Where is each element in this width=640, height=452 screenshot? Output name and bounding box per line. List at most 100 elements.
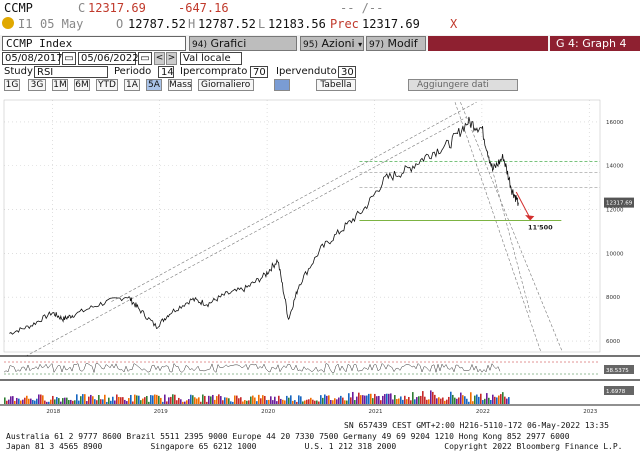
volume-bar [150, 395, 152, 404]
range-1m-button[interactable]: 1M [52, 79, 68, 91]
volume-bar [410, 400, 412, 404]
rsi-line [3, 362, 501, 374]
volume-bar [388, 393, 390, 404]
range-ytd-button[interactable]: YTD [96, 79, 118, 91]
volume-bar [436, 398, 438, 404]
volume-bar [288, 397, 290, 404]
volume-bar [158, 395, 160, 404]
volume-bar [92, 396, 94, 404]
date-from-field[interactable]: 05/08/2017 [2, 52, 63, 65]
volume-bar [480, 393, 482, 404]
edit-menu-button[interactable]: 97) Modif [366, 36, 426, 51]
volume-bar [448, 396, 450, 404]
range-3g-button[interactable]: 3G [28, 79, 46, 91]
oversold-field[interactable]: 30 [338, 66, 356, 78]
price-chart[interactable]: 11'500 16000 14000 12000 10000 8000 6000 12317… [0, 94, 640, 416]
volume-bar [482, 400, 484, 404]
volume-bar [222, 400, 224, 404]
volume-bar [348, 393, 350, 404]
volume-bar [100, 399, 102, 404]
volume-bar [372, 398, 374, 404]
x-tick-label: 2020 [261, 409, 275, 415]
volume-bar [164, 394, 166, 404]
volume-bar [320, 395, 322, 404]
calendar-icon-2[interactable]: ▭ [138, 52, 152, 65]
volume-bar [230, 401, 232, 404]
volume-bar [360, 395, 362, 404]
prev-button[interactable]: < [154, 52, 165, 65]
next-button[interactable]: > [166, 52, 177, 65]
volume-bar [208, 395, 210, 404]
chart-grid [4, 100, 600, 352]
info-icon[interactable] [2, 17, 14, 29]
volume-bar [112, 396, 114, 404]
close-x-icon[interactable]: X [450, 17, 458, 31]
volume-bar [332, 400, 334, 404]
volume-bar [358, 392, 360, 404]
volume-bar [40, 394, 42, 404]
volume-bar [354, 400, 356, 404]
actions-menu-button[interactable]: 95) Azioni ▾ [300, 36, 364, 51]
graph-tab[interactable]: G 4: Graph 4 [550, 36, 640, 51]
chart-type-icon[interactable] [274, 79, 290, 91]
volume-bar [420, 395, 422, 404]
menu3-label: Modif [387, 37, 418, 50]
volume-bar [338, 397, 340, 404]
volume-bar [422, 391, 424, 404]
period-field[interactable]: 14 [158, 66, 174, 78]
volume-bar [260, 398, 262, 404]
volume-bar [256, 401, 258, 404]
arrow-head [525, 215, 535, 221]
volume-bar [210, 396, 212, 404]
currency-select[interactable]: Val locale [180, 52, 242, 65]
target-arrow: 11'500 [515, 191, 553, 232]
volume-bar [160, 397, 162, 404]
rsi-value-box [604, 365, 634, 374]
volume-bar [310, 397, 312, 404]
study-select[interactable]: RSI [34, 66, 108, 78]
range-6m-button[interactable]: 6M [74, 79, 90, 91]
volume-bar [452, 394, 454, 404]
volume-bar [198, 397, 200, 404]
volume-bar [46, 401, 48, 404]
volume-bar [114, 400, 116, 404]
volume-bar [118, 396, 120, 404]
volume-bar [232, 401, 234, 404]
volume-bar [22, 399, 24, 404]
volume-bar [34, 400, 36, 404]
calendar-icon[interactable]: ▭ [62, 52, 76, 65]
volume-bar [446, 399, 448, 404]
table-button[interactable]: Tabella [316, 79, 356, 91]
rsi-value-label: 38.5375 [606, 368, 629, 374]
volume-bar [302, 401, 304, 404]
volume-bar [408, 396, 410, 404]
prec-value: 12317.69 [362, 17, 420, 31]
open-value: 12787.52 [128, 17, 186, 31]
volume-bar [124, 399, 126, 404]
volume-bar [286, 395, 288, 404]
volume-bar [194, 397, 196, 404]
volume-bar [460, 392, 462, 404]
range-5a-button[interactable]: 5A [146, 79, 162, 91]
volume-bar [226, 397, 228, 404]
volume-bar [172, 394, 174, 404]
overbought-field[interactable]: 70 [250, 66, 268, 78]
volume-bar [488, 397, 490, 404]
volume-bar [250, 396, 252, 404]
volume-bar [136, 395, 138, 404]
add-data-field[interactable]: Aggiungere dati [408, 79, 518, 91]
interval-select[interactable]: Giornaliero [198, 79, 254, 91]
volume-bar [442, 397, 444, 404]
volume-bar [148, 401, 150, 404]
range-max-button[interactable]: Mass [168, 79, 192, 91]
range-1g-button[interactable]: 1G [4, 79, 20, 91]
volume-bar [316, 400, 318, 404]
date-to-field[interactable]: 05/06/2022 [78, 52, 139, 65]
volume-bar [86, 401, 88, 404]
range-1a-button[interactable]: 1A [124, 79, 140, 91]
prec-label: Prec [330, 17, 359, 31]
suggested-charts-button[interactable]: 94) Grafici suggeriti [189, 36, 297, 65]
security-field[interactable]: CCMP Index [2, 36, 186, 51]
volume-bar [342, 397, 344, 404]
volume-bar [500, 394, 502, 404]
